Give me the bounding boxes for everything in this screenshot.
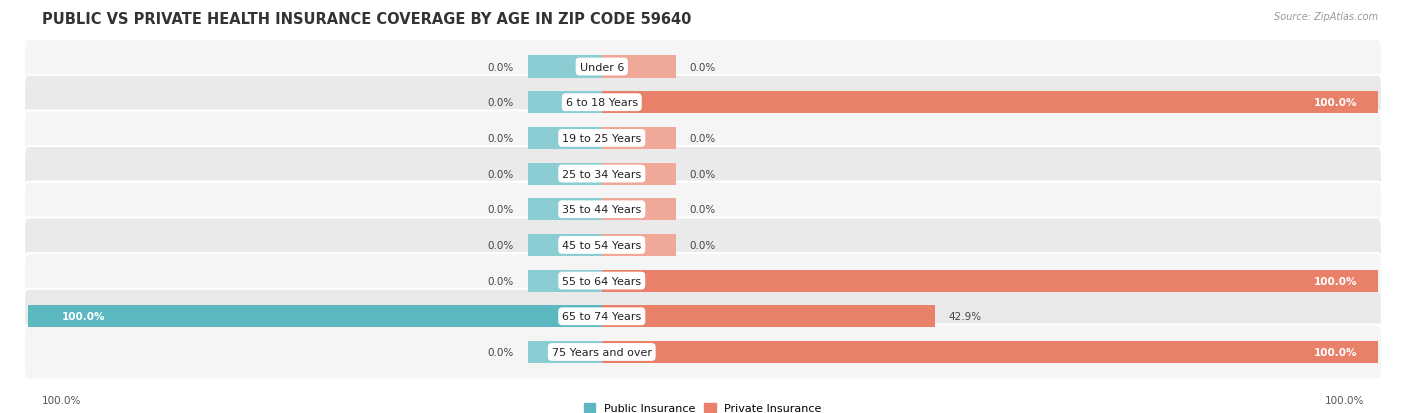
- Text: PUBLIC VS PRIVATE HEALTH INSURANCE COVERAGE BY AGE IN ZIP CODE 59640: PUBLIC VS PRIVATE HEALTH INSURANCE COVER…: [42, 12, 692, 27]
- Bar: [602, 341, 1378, 363]
- Text: 19 to 25 Years: 19 to 25 Years: [562, 133, 641, 144]
- Text: 0.0%: 0.0%: [488, 240, 515, 250]
- FancyBboxPatch shape: [24, 40, 1382, 95]
- Text: 45 to 54 Years: 45 to 54 Years: [562, 240, 641, 250]
- Text: 100.0%: 100.0%: [1315, 98, 1358, 108]
- Text: 65 to 74 Years: 65 to 74 Years: [562, 311, 641, 321]
- Text: 0.0%: 0.0%: [689, 205, 716, 215]
- Legend: Public Insurance, Private Insurance: Public Insurance, Private Insurance: [579, 399, 827, 413]
- Text: 0.0%: 0.0%: [488, 133, 515, 144]
- Text: 0.0%: 0.0%: [488, 169, 515, 179]
- Bar: [527, 128, 602, 150]
- FancyBboxPatch shape: [24, 289, 1382, 344]
- Text: 100.0%: 100.0%: [62, 311, 105, 321]
- Bar: [602, 128, 676, 150]
- FancyBboxPatch shape: [24, 254, 1382, 309]
- FancyBboxPatch shape: [24, 147, 1382, 202]
- Bar: [602, 270, 1378, 292]
- Text: 100.0%: 100.0%: [42, 395, 82, 405]
- Bar: [602, 199, 676, 221]
- Text: Under 6: Under 6: [579, 62, 624, 72]
- Text: 35 to 44 Years: 35 to 44 Years: [562, 205, 641, 215]
- Text: 42.9%: 42.9%: [948, 311, 981, 321]
- Text: 25 to 34 Years: 25 to 34 Years: [562, 169, 641, 179]
- Bar: [602, 306, 935, 328]
- Text: 0.0%: 0.0%: [488, 205, 515, 215]
- FancyBboxPatch shape: [24, 111, 1382, 166]
- Text: 0.0%: 0.0%: [689, 240, 716, 250]
- Text: 100.0%: 100.0%: [1315, 276, 1358, 286]
- Bar: [28, 306, 602, 328]
- Bar: [602, 92, 1378, 114]
- FancyBboxPatch shape: [24, 325, 1382, 380]
- Text: 0.0%: 0.0%: [488, 98, 515, 108]
- Text: 6 to 18 Years: 6 to 18 Years: [565, 98, 638, 108]
- Text: 0.0%: 0.0%: [488, 347, 515, 357]
- FancyBboxPatch shape: [24, 76, 1382, 131]
- FancyBboxPatch shape: [24, 182, 1382, 237]
- Text: 75 Years and over: 75 Years and over: [551, 347, 652, 357]
- Bar: [527, 341, 602, 363]
- Bar: [527, 270, 602, 292]
- Bar: [602, 163, 676, 185]
- Text: 0.0%: 0.0%: [488, 276, 515, 286]
- Bar: [527, 92, 602, 114]
- Bar: [527, 234, 602, 256]
- Text: Source: ZipAtlas.com: Source: ZipAtlas.com: [1274, 12, 1378, 22]
- Text: 0.0%: 0.0%: [689, 169, 716, 179]
- Bar: [527, 56, 602, 78]
- Text: 55 to 64 Years: 55 to 64 Years: [562, 276, 641, 286]
- Text: 0.0%: 0.0%: [689, 62, 716, 72]
- Text: 100.0%: 100.0%: [1315, 347, 1358, 357]
- Text: 100.0%: 100.0%: [1324, 395, 1364, 405]
- Bar: [527, 199, 602, 221]
- Bar: [527, 163, 602, 185]
- Text: 0.0%: 0.0%: [488, 62, 515, 72]
- Text: 0.0%: 0.0%: [689, 133, 716, 144]
- Bar: [602, 56, 676, 78]
- Bar: [602, 234, 676, 256]
- FancyBboxPatch shape: [24, 218, 1382, 273]
